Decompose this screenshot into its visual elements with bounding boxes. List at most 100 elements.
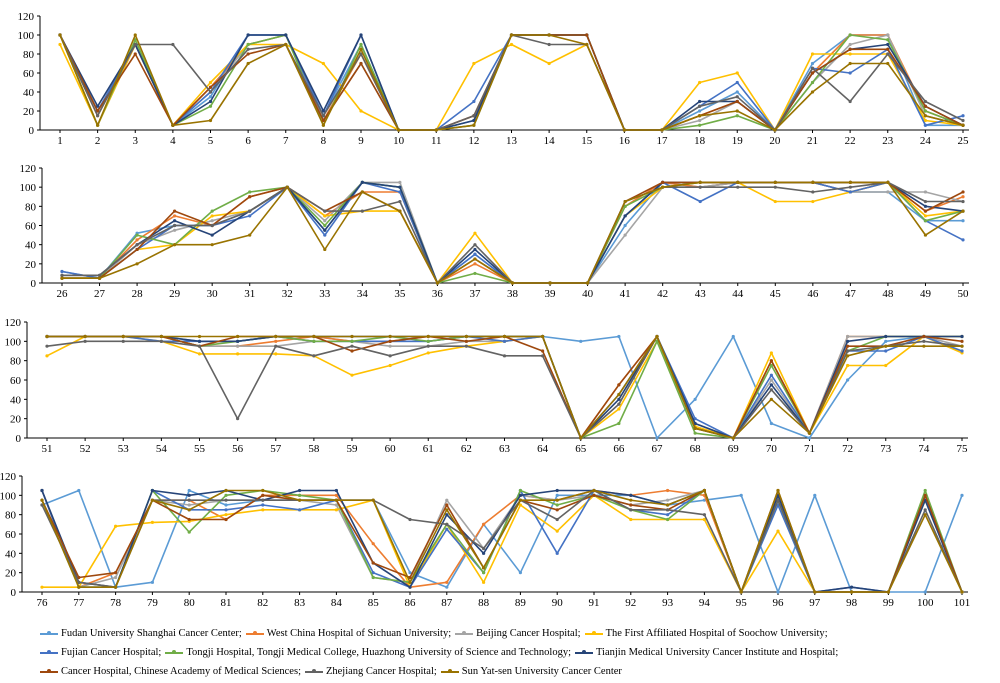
data-point — [246, 47, 250, 51]
data-point — [473, 243, 477, 247]
legend-item: Fujian Cancer Hospital; — [40, 643, 161, 662]
data-point — [666, 498, 670, 502]
y-tick-label: 100 — [18, 30, 35, 42]
data-point — [884, 349, 888, 353]
data-point — [445, 513, 449, 517]
x-tick-label: 82 — [257, 597, 268, 609]
data-point — [121, 339, 125, 343]
y-tick-label: 120 — [5, 317, 22, 329]
legend-swatch — [304, 668, 323, 673]
x-tick-label: 70 — [766, 443, 778, 455]
data-point — [208, 85, 213, 89]
data-point — [923, 590, 927, 594]
data-point — [210, 214, 214, 218]
data-point — [321, 61, 325, 66]
data-point — [210, 233, 214, 237]
legend-item: Sun Yat-sen University Cancer Center — [440, 662, 622, 681]
legend-label: Beijing Cancer Hospital — [476, 628, 578, 639]
data-point — [187, 530, 191, 534]
x-tick-label: 3 — [133, 135, 139, 147]
data-point — [197, 334, 202, 339]
data-point — [334, 503, 338, 507]
data-point — [473, 252, 477, 256]
x-tick-label: 87 — [441, 597, 453, 609]
y-tick-label: 60 — [23, 68, 35, 80]
data-point — [360, 209, 364, 213]
data-point — [473, 262, 477, 266]
x-tick-label: 14 — [544, 135, 556, 147]
x-tick-label: 31 — [244, 288, 255, 300]
data-point — [173, 243, 177, 247]
y-tick-label: 120 — [20, 163, 37, 175]
data-point — [698, 99, 702, 104]
data-point — [96, 104, 100, 108]
data-point — [769, 378, 773, 382]
data-point — [96, 109, 100, 113]
data-point — [133, 42, 137, 47]
data-point — [398, 199, 402, 204]
x-tick-label: 89 — [515, 597, 527, 609]
data-point — [666, 517, 670, 522]
data-point — [83, 334, 87, 339]
data-point — [923, 209, 928, 213]
data-point — [60, 276, 64, 280]
data-point — [473, 247, 477, 252]
data-point — [83, 339, 87, 343]
data-point — [698, 118, 702, 123]
series-line-3 — [47, 335, 963, 439]
data-point — [359, 33, 363, 37]
data-point — [350, 339, 354, 343]
y-tick-label: 60 — [5, 529, 17, 541]
x-tick-label: 86 — [405, 597, 417, 609]
data-point — [445, 498, 449, 502]
data-point — [555, 503, 559, 507]
data-point — [769, 363, 773, 368]
data-point — [187, 503, 191, 507]
x-tick-label: 71 — [804, 443, 815, 455]
legend-item: Fudan University Shanghai Cancer Center; — [40, 624, 242, 643]
data-point — [472, 118, 476, 123]
data-point — [661, 180, 665, 184]
data-point — [923, 204, 928, 208]
data-point — [482, 580, 486, 584]
data-point — [398, 209, 402, 213]
data-point — [702, 488, 707, 493]
data-point — [197, 352, 202, 356]
y-tick-label: 40 — [23, 87, 35, 99]
data-point — [187, 498, 191, 502]
data-point — [813, 493, 817, 497]
data-point — [236, 339, 240, 343]
data-point — [261, 503, 265, 507]
data-point — [208, 118, 213, 123]
data-point — [736, 185, 740, 189]
data-point — [961, 190, 965, 194]
x-tick-label: 61 — [423, 443, 434, 455]
data-point — [848, 61, 852, 66]
x-tick-label: 84 — [331, 597, 343, 609]
data-point — [40, 498, 44, 502]
data-point — [408, 580, 412, 584]
x-tick-label: 2 — [95, 135, 101, 147]
data-point — [224, 488, 228, 493]
data-point — [408, 571, 412, 575]
data-point — [884, 339, 888, 343]
data-point — [360, 180, 364, 184]
data-point — [114, 575, 118, 580]
data-point — [961, 123, 965, 127]
x-tick-label: 63 — [499, 443, 511, 455]
x-tick-label: 77 — [73, 597, 85, 609]
data-point — [848, 99, 852, 104]
x-tick-label: 64 — [537, 443, 549, 455]
data-point — [472, 61, 476, 66]
x-tick-label: 29 — [169, 288, 181, 300]
data-point — [284, 33, 288, 37]
x-tick-label: 27 — [94, 288, 106, 300]
data-point — [187, 508, 191, 512]
x-tick-label: 46 — [807, 288, 819, 300]
x-tick-label: 38 — [507, 288, 519, 300]
y-tick-label: 60 — [10, 375, 22, 387]
data-point — [848, 33, 852, 37]
data-point — [617, 421, 621, 426]
data-point — [284, 42, 288, 47]
x-tick-label: 53 — [118, 443, 130, 455]
